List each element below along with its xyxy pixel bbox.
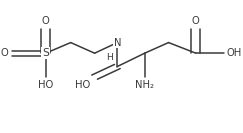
Text: NH₂: NH₂	[135, 80, 154, 90]
Text: HO: HO	[75, 80, 90, 90]
Text: HO: HO	[38, 80, 53, 90]
Text: OH: OH	[226, 48, 242, 58]
Text: O: O	[192, 16, 200, 26]
Text: O: O	[0, 48, 8, 58]
Text: S: S	[42, 48, 49, 58]
Text: N: N	[114, 38, 121, 48]
Text: H: H	[106, 53, 113, 62]
Text: O: O	[42, 16, 50, 26]
